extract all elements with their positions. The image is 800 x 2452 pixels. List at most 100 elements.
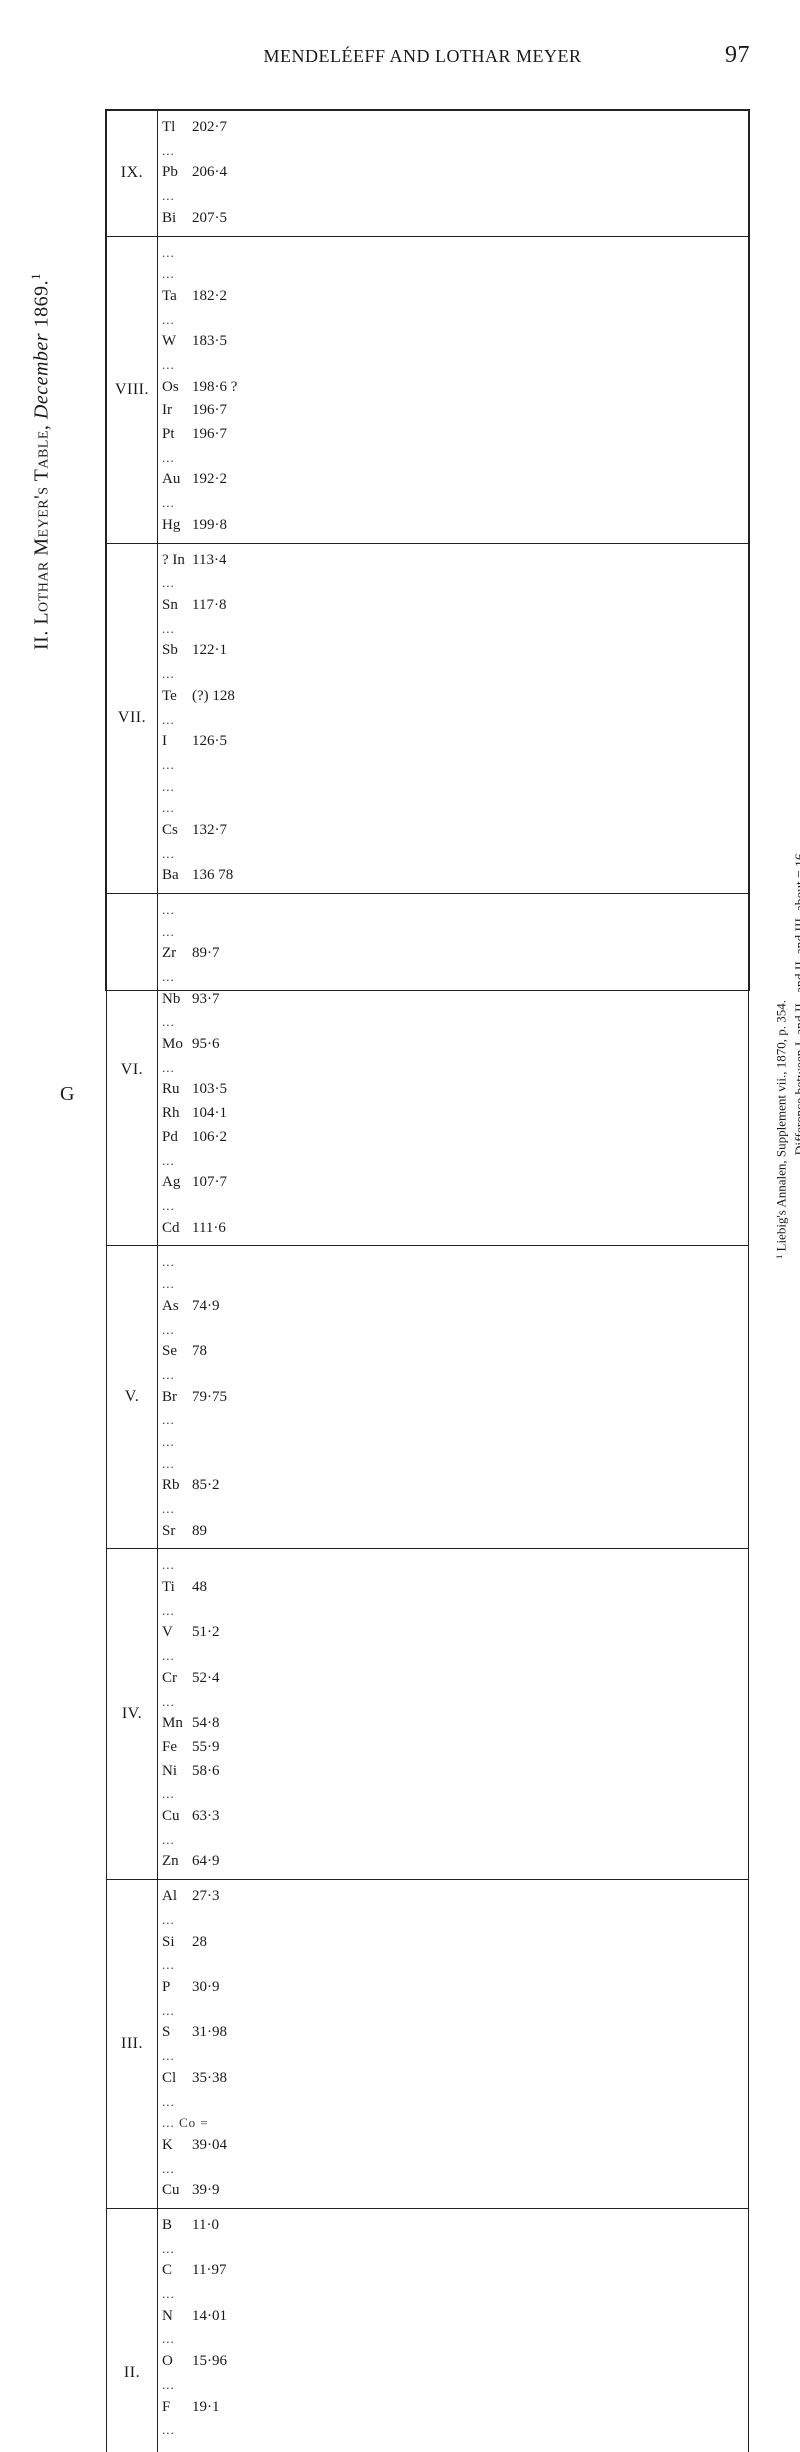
element-symbol: Ba [162, 868, 186, 884]
element-weight: 199·8 [192, 518, 227, 534]
element-weight: 79·75 [192, 1390, 227, 1406]
element-symbol: Pd [162, 1130, 186, 1146]
element-weight: 63·3 [192, 1809, 220, 1825]
cell-iv: ...Ti48...V51·2...Cr52·4...Mn54·8Fe55·9N… [158, 1549, 749, 1880]
dots: ... [162, 970, 175, 984]
element-entry: ... [162, 847, 744, 861]
element-weight: 107·7 [192, 1175, 227, 1191]
sideways-sup: 1 [28, 273, 43, 280]
element-weight: 31·98 [192, 2025, 227, 2041]
dots: ... [162, 496, 175, 510]
element-weight: 51·2 [192, 1625, 220, 1641]
dots: ... [162, 2162, 175, 2176]
dots: ... [162, 1199, 175, 1213]
element-entry: Sn117·8 [162, 598, 744, 614]
element-entry: Ti48 [162, 1580, 744, 1596]
cell-iii: Al27·3...Si28...P30·9...S31·98...Cl35·38… [158, 1880, 749, 2209]
element-symbol: Os [162, 380, 186, 396]
element-weight: 28 [192, 1935, 207, 1951]
element-symbol: Se [162, 1344, 186, 1360]
dots: ... [162, 1787, 175, 1801]
element-weight: 35·38 [192, 2071, 227, 2087]
element-symbol: Te [162, 689, 186, 705]
element-entry: As74·9 [162, 1299, 744, 1315]
element-symbol: Rb [162, 1478, 186, 1494]
element-entry: Te(?) 128 [162, 689, 744, 705]
dots: ... [162, 1154, 175, 1168]
dots: ... [162, 2445, 175, 2452]
element-weight: 196·7 [192, 403, 227, 419]
element-entry: Bi207·5 [162, 211, 744, 227]
element-symbol: Sr [162, 1524, 186, 1540]
element-entry: ... [162, 1649, 744, 1663]
element-weight: 111·6 [192, 1221, 226, 1237]
element-symbol: Pb [162, 165, 186, 181]
element-entry: ... [162, 801, 744, 815]
element-weight: 122·1 [192, 643, 227, 659]
row-ii: II. B11·0...C11·97...N14·01...O15·96...F… [107, 2208, 749, 2452]
element-entry: S31·98 [162, 2025, 744, 2041]
dots: ... [162, 2287, 175, 2301]
element-weight: 85·2 [192, 1478, 220, 1494]
element-entry: ... [162, 1695, 744, 1709]
dots: ... [162, 1604, 175, 1618]
element-entry: ... [162, 970, 744, 984]
row-ix: IX. Tl202·7...Pb206·4...Bi207·5 [107, 111, 749, 237]
sideways-year: 1869. [31, 280, 53, 333]
element-entry: Tl202·7 [162, 120, 744, 136]
diff-line1: Difference between I. and II., and II. a… [790, 850, 800, 1155]
element-entry: Ni58·6 [162, 1764, 744, 1780]
element-symbol: Cd [162, 1221, 186, 1237]
row-viii: VIII. ......Ta182·2...W183·5...Os198·6 ?… [107, 236, 749, 543]
element-entry: Au192·2 [162, 472, 744, 488]
dots: ... [162, 1413, 175, 1427]
element-symbol: Ru [162, 1082, 186, 1098]
dots: ... [162, 358, 175, 372]
element-entry: P30·9 [162, 1980, 744, 1996]
element-entry: ... [162, 576, 744, 590]
element-symbol: Cs [162, 823, 186, 839]
element-weight: 27·3 [192, 1889, 220, 1905]
element-symbol: F [162, 2400, 186, 2416]
dots: ... [162, 2423, 175, 2437]
rowhead-iii: III. [107, 1880, 158, 2209]
element-entry: ... [162, 758, 744, 772]
element-weight: 106·2 [192, 1130, 227, 1146]
element-entry: Pd 106·2 [162, 1130, 744, 1146]
element-entry: I126·5 [162, 734, 744, 750]
element-entry: Cr 52·4 [162, 1671, 744, 1687]
dots: ... [162, 1457, 175, 1471]
element-entry: ... [162, 1787, 744, 1801]
cell-viii: ......Ta182·2...W183·5...Os198·6 ?Ir196·… [158, 236, 749, 543]
element-symbol: Mn [162, 1716, 186, 1732]
element-entry: ... [162, 2287, 744, 2301]
dots: ... [162, 2095, 175, 2109]
element-symbol: Bi [162, 211, 186, 227]
element-entry: Se78 [162, 1344, 744, 1360]
sideways-italic: December [31, 333, 53, 419]
element-weight: 52·4 [192, 1671, 220, 1687]
element-weight: 196·7 [192, 427, 227, 443]
rowhead-viii: VIII. [107, 236, 158, 543]
element-entry: Zn64·9 [162, 1854, 744, 1870]
rowhead-vi: VI. [107, 894, 158, 1246]
dots: ... [162, 2049, 175, 2063]
element-entry: Hg199·8 [162, 518, 744, 534]
dots: ... [162, 780, 175, 794]
dots: ... [162, 246, 175, 260]
element-entry: Pb206·4 [162, 165, 744, 181]
dots: ... [162, 267, 175, 281]
running-head: MENDELÉEFF AND LOTHAR MEYER 97 [60, 42, 750, 69]
meyer-table: IX. Tl202·7...Pb206·4...Bi207·5 VIII. ..… [105, 109, 750, 991]
rowhead-iv: IV. [107, 1549, 158, 1880]
element-entry: Fe55·9 [162, 1740, 744, 1756]
element-entry: Cu39·9 [162, 2183, 744, 2199]
periodic-table: IX. Tl202·7...Pb206·4...Bi207·5 VIII. ..… [106, 110, 749, 2452]
row-vi: VI. ......Zr89·7...Nb93·7...Mo95·6...Ru1… [107, 894, 749, 1246]
element-symbol: Cr [162, 1671, 186, 1687]
element-weight: 117·8 [192, 598, 226, 614]
element-entry: Zr89·7 [162, 946, 744, 962]
element-symbol: Zr [162, 946, 186, 962]
element-entry: ... [162, 667, 744, 681]
rowhead-vii: VII. [107, 543, 158, 893]
